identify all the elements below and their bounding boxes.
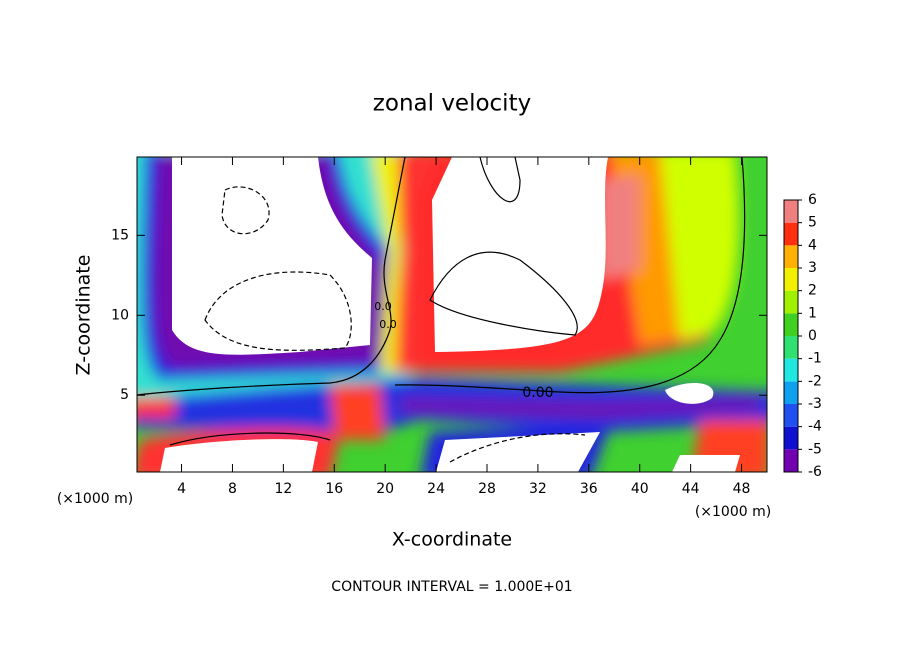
colorbar-bin <box>784 245 798 268</box>
y-axis-label: Z-coordinate <box>73 255 95 376</box>
colorbar-label: 2 <box>808 283 817 299</box>
chart-title: zonal velocity <box>373 91 531 117</box>
colorbar-bin <box>784 336 798 359</box>
x-tick-label: 16 <box>325 481 343 497</box>
footnote: CONTOUR INTERVAL = 1.000E+01 <box>331 579 572 595</box>
colorbar-bin <box>784 268 798 291</box>
colorbar-label: -6 <box>808 464 822 480</box>
x-unit-label: (×1000 m) <box>695 504 771 520</box>
x-tick-label: 28 <box>478 481 496 497</box>
colorbar-bin <box>784 381 798 404</box>
y-tick-label: 10 <box>111 307 129 323</box>
colorbar-label: -3 <box>808 396 822 412</box>
x-tick-label: 36 <box>580 481 598 497</box>
colorbar-bin <box>784 290 798 314</box>
x-tick-label: 44 <box>682 481 700 497</box>
colorbar-label: 0 <box>808 328 817 344</box>
colorbar-label: -2 <box>808 373 822 389</box>
colorbar-label: -1 <box>808 351 822 367</box>
contour-label: 0.00 <box>522 385 553 401</box>
x-tick-label: 20 <box>376 481 394 497</box>
x-tick-label: 32 <box>529 481 547 497</box>
colorbar-bin <box>784 426 798 450</box>
colorbar-label: -4 <box>808 419 822 435</box>
colorbar-bin <box>784 200 798 223</box>
y-tick-label: 15 <box>111 227 129 243</box>
colorbar-label: 1 <box>808 305 817 321</box>
colorbar-label: -5 <box>808 441 822 457</box>
colorbar-label: 5 <box>808 215 817 231</box>
colorbar-label: 4 <box>808 237 817 253</box>
contour-label: 0.0 <box>374 300 392 313</box>
x-tick-label: 48 <box>733 481 751 497</box>
plot-frame <box>136 156 768 473</box>
colorbar-bin <box>784 449 798 472</box>
x-tick-label: 8 <box>228 481 237 497</box>
contour-label: 0.0 <box>379 318 397 331</box>
x-tick-label: 24 <box>427 481 445 497</box>
colorbar-label: 6 <box>808 192 817 208</box>
contour-field: 0.00 0.0 0.0 <box>137 157 767 472</box>
colorbar-bin <box>784 358 798 382</box>
x-axis-label: X-coordinate <box>392 529 512 551</box>
y-tick-label: 5 <box>120 387 129 403</box>
colorbar-bin <box>784 222 798 246</box>
x-tick-label: 12 <box>274 481 292 497</box>
colorbar-bin <box>784 313 798 336</box>
colorbar-bin <box>784 404 798 427</box>
x-unit-label: (×1000 m) <box>57 491 133 507</box>
colorbar-label: 3 <box>808 260 817 276</box>
x-tick-label: 4 <box>177 481 186 497</box>
x-tick-label: 40 <box>631 481 649 497</box>
